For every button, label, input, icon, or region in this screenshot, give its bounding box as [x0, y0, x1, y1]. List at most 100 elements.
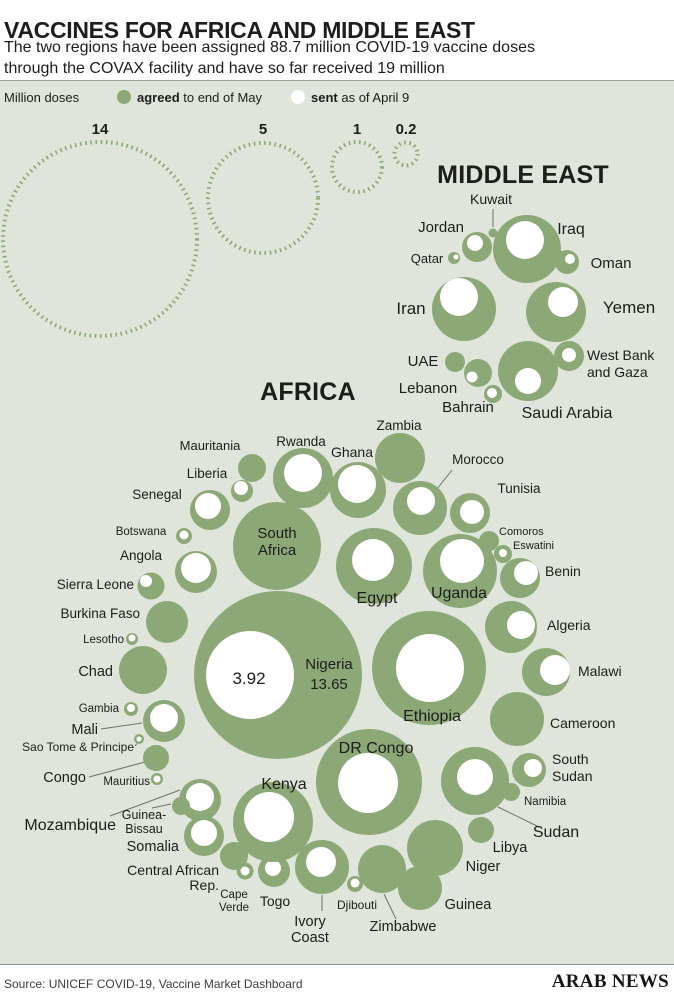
country-label: Verde	[219, 902, 249, 914]
country-cameroon: Cameroon	[490, 692, 615, 746]
country-lesotho: Lesotho	[83, 633, 138, 646]
country-label: Nigeria	[305, 656, 353, 673]
sent-bubble	[440, 539, 484, 583]
country-label: Iraq	[557, 221, 585, 238]
agreed-bubble	[490, 692, 544, 746]
country-botswana: Botswana	[116, 526, 192, 544]
country-liberia: Liberia	[187, 466, 253, 502]
country-label: Saudi Arabia	[522, 405, 613, 422]
country-label: Libya	[493, 840, 529, 856]
agreed-bubble	[375, 433, 425, 483]
country-guinea-bissau: Guinea-Bissau	[122, 797, 190, 836]
country-sao-tome-principe: Sao Tome & Principe	[22, 734, 144, 754]
country-qatar: Qatar	[411, 251, 460, 266]
sent-bubble	[240, 866, 250, 876]
scale-circle-5	[206, 141, 320, 255]
country-senegal: Senegal	[132, 487, 230, 530]
sent-bubble	[338, 465, 376, 503]
country-label: Lebanon	[399, 380, 457, 397]
sent-bubble	[234, 481, 248, 495]
country-label: Gambia	[79, 703, 120, 715]
country-zambia: Zambia	[375, 418, 425, 483]
legend-sent: sent as of April 9	[311, 90, 409, 105]
sent-bubble	[284, 454, 322, 492]
country-label: Rep.	[189, 877, 219, 893]
country-mauritania: Mauritania	[180, 438, 266, 482]
agreed-bubble	[468, 817, 494, 843]
agreed-bubble	[464, 359, 492, 387]
country-label: Qatar	[411, 251, 444, 266]
sent-bubble	[306, 847, 336, 877]
agreed-bubble	[172, 797, 190, 815]
agreed-bubble	[398, 866, 442, 910]
country-label: Mali	[71, 722, 98, 738]
country-label: Ivory	[294, 914, 326, 930]
legend-agreed-keyword: agreed	[137, 90, 180, 105]
country-iran: Iran	[396, 277, 496, 341]
sent-bubble	[562, 348, 576, 362]
country-egypt: Egypt	[336, 528, 412, 607]
leader-line	[151, 803, 172, 809]
sent-bubble	[466, 371, 478, 383]
country-ghana: Ghana	[330, 444, 386, 518]
legend-agreed-text: to end of May	[179, 90, 263, 105]
country-label: Lesotho	[83, 634, 124, 646]
country-label: Yemen	[603, 298, 655, 317]
country-oman: Oman	[555, 250, 631, 274]
sent-bubble	[548, 287, 578, 317]
agreed-bubble	[220, 842, 248, 870]
country-algeria: Algeria	[485, 601, 591, 653]
country-jordan: Jordan	[418, 219, 492, 262]
country-niger: Niger	[407, 820, 500, 876]
scale-value-label: 1	[353, 121, 361, 138]
page-subtitle-line1: The two regions have been assigned 88.7 …	[4, 39, 535, 56]
sent-bubble	[140, 575, 152, 587]
sent-dot-icon	[291, 90, 305, 104]
sent-value-label: 3.92	[232, 669, 265, 688]
country-label: Mauritius	[103, 776, 150, 788]
leader-line	[100, 722, 143, 730]
country-label: Iran	[396, 299, 425, 318]
country-label: Niger	[466, 859, 501, 875]
legend-sent-keyword: sent	[311, 90, 338, 105]
country-label: UAE	[408, 353, 439, 370]
country-benin: Benin	[500, 558, 581, 598]
leader-line	[497, 806, 540, 828]
country-label: Bissau	[125, 822, 163, 836]
legend-agreed: agreed to end of May	[137, 90, 262, 105]
country-label: Mauritania	[180, 438, 241, 453]
country-label: Egypt	[357, 590, 398, 607]
country-malawi: Malawi	[522, 648, 622, 696]
sent-bubble	[206, 631, 294, 719]
country-namibia: Namibia	[502, 783, 567, 808]
page-subtitle-line2: through the COVAX facility and have so f…	[4, 60, 445, 77]
region-title-middle-east: MIDDLE EAST	[437, 161, 609, 189]
country-somalia: Somalia	[127, 816, 224, 856]
country-yemen: Yemen	[526, 282, 655, 342]
scale-value-label: 0.2	[396, 121, 417, 138]
region-title-africa: AFRICA	[260, 378, 356, 406]
leader-line	[109, 789, 181, 817]
agreed-bubble	[407, 820, 463, 876]
sent-bubble	[499, 549, 507, 557]
country-uganda: Uganda	[423, 534, 497, 608]
country-label: Ethiopia	[403, 708, 461, 725]
country-label: Zambia	[376, 418, 422, 433]
country-libya: Libya	[468, 817, 528, 856]
country-label: Congo	[43, 770, 86, 786]
country-label: Malawi	[578, 663, 622, 679]
country-label: Coast	[291, 930, 329, 946]
legend-unit-label: Million doses	[4, 90, 80, 105]
country-tunisia: Tunisia	[450, 481, 541, 533]
sent-bubble	[244, 792, 294, 842]
sent-bubble	[195, 493, 221, 519]
country-label: Benin	[545, 563, 581, 579]
country-sudan: Sudan	[441, 747, 579, 841]
sent-bubble	[460, 500, 484, 524]
country-label: 13.65	[310, 676, 348, 693]
country-rwanda: Rwanda	[273, 434, 333, 508]
sent-bubble	[515, 368, 541, 394]
country-label: Uganda	[431, 585, 487, 602]
country-label: Tunisia	[497, 481, 541, 496]
